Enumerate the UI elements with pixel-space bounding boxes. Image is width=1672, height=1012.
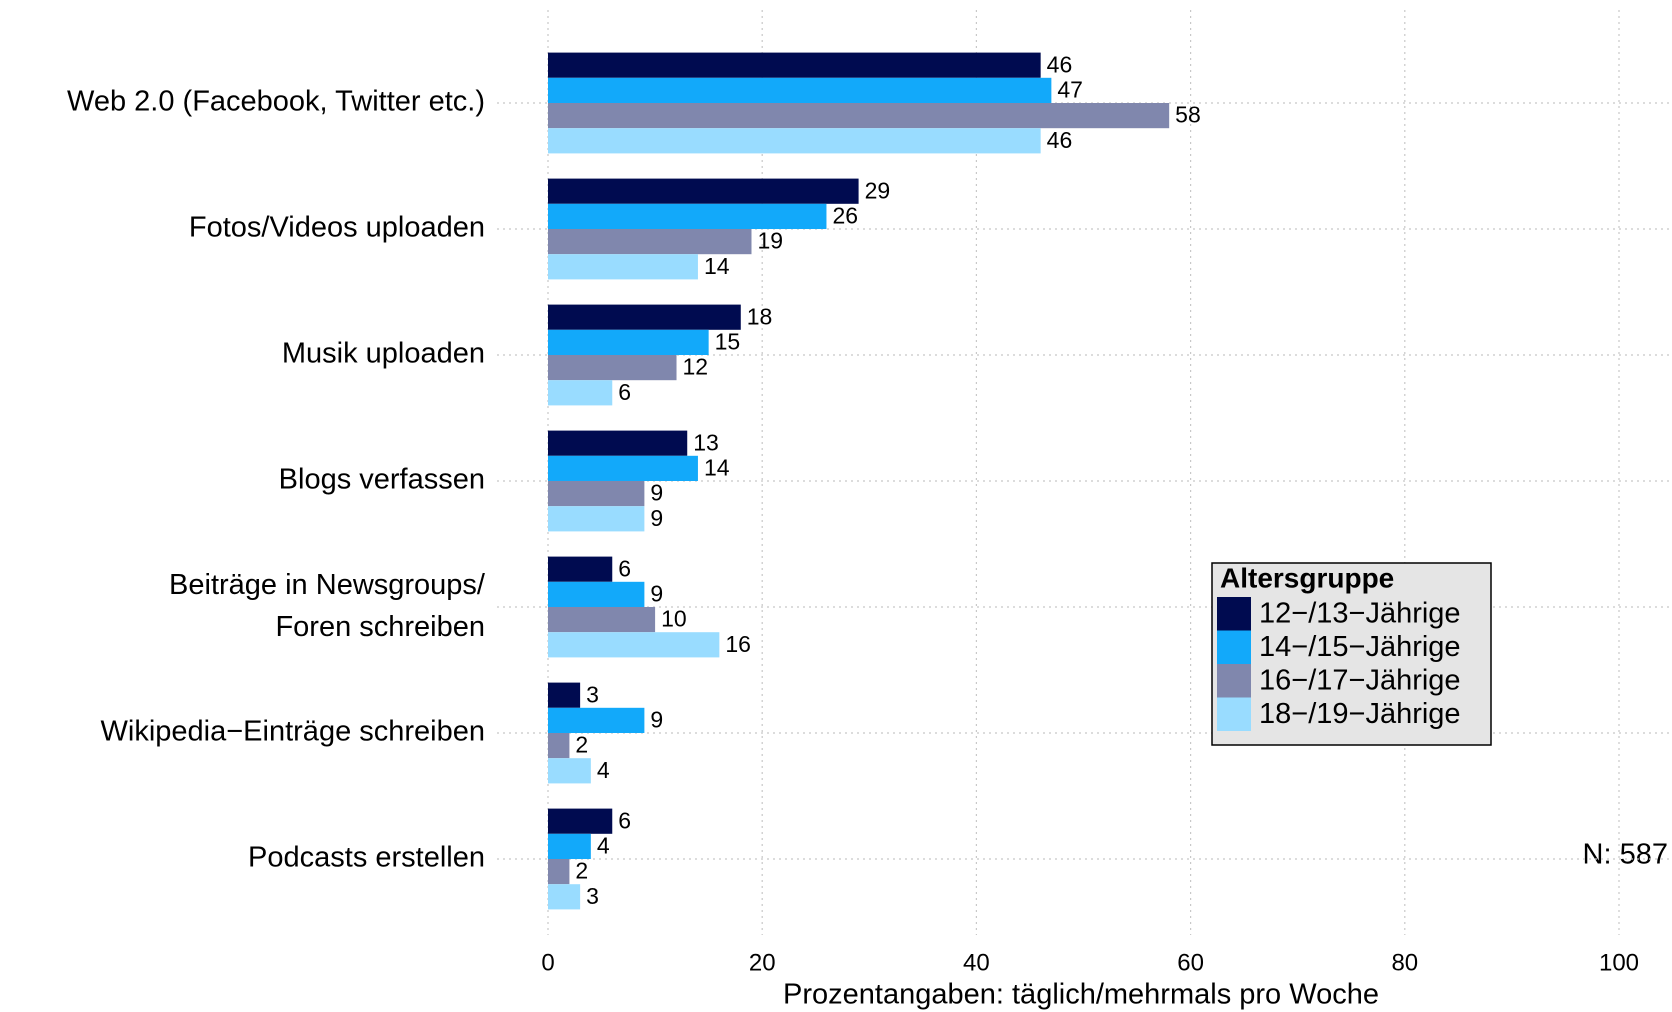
data-label: 46	[1047, 51, 1073, 77]
bar	[548, 178, 859, 204]
data-label: 3	[586, 883, 599, 909]
bar	[548, 859, 570, 885]
bar	[548, 380, 613, 406]
data-label: 14	[704, 253, 730, 279]
data-label: 10	[661, 606, 687, 632]
bar	[548, 52, 1041, 78]
data-label: 12	[683, 354, 709, 380]
legend-box	[1211, 562, 1492, 746]
bar	[548, 758, 591, 784]
data-label: 4	[597, 832, 610, 858]
legend-swatch	[1217, 664, 1251, 698]
data-label: 16	[725, 631, 751, 657]
bar	[548, 128, 1041, 154]
bar	[548, 77, 1052, 103]
data-label: 18	[747, 303, 773, 329]
data-label: 6	[618, 379, 631, 405]
data-label: 9	[650, 580, 663, 606]
bar	[548, 254, 698, 280]
legend-swatch	[1217, 630, 1251, 664]
legend-swatch	[1217, 597, 1251, 631]
x-tick-label: 40	[963, 949, 990, 976]
bar	[548, 682, 581, 708]
y-tick-label: Fotos/Videos uploaden	[189, 212, 485, 244]
data-label: 29	[865, 177, 891, 203]
y-tick-label: Beiträge in Newsgroups/Foren schreiben	[169, 569, 486, 643]
x-axis-label: Prozentangaben: täglich/mehrmals pro Woc…	[783, 979, 1379, 1011]
y-tick-label: Musik uploaden	[282, 338, 485, 370]
data-label: 58	[1175, 102, 1201, 128]
bar	[548, 632, 720, 658]
bar	[548, 581, 645, 607]
bar	[548, 481, 645, 507]
data-label: 6	[618, 807, 631, 833]
bar	[548, 607, 656, 633]
data-label: 2	[575, 858, 588, 884]
x-tick-label: 100	[1599, 949, 1639, 976]
bar	[548, 329, 709, 355]
data-label: 26	[832, 202, 858, 228]
x-tick-label: 20	[749, 949, 776, 976]
bar	[548, 556, 613, 582]
data-label: 3	[586, 681, 599, 707]
data-label: 15	[715, 328, 741, 354]
data-label: 9	[650, 706, 663, 732]
y-tick-label: Wikipedia−Einträge schreiben	[101, 716, 485, 748]
bar	[548, 808, 613, 834]
data-label: 2	[575, 732, 588, 758]
data-label: 46	[1047, 127, 1073, 153]
data-label: 4	[597, 757, 610, 783]
bar	[548, 304, 741, 330]
bar	[548, 833, 591, 859]
legend-label: 12−/13−Jährige	[1259, 597, 1461, 629]
legend-label: 16−/17−Jährige	[1259, 664, 1461, 696]
y-tick-label: Blogs verfassen	[279, 464, 485, 496]
legend-title: Altersgruppe	[1220, 562, 1394, 593]
bar	[548, 103, 1170, 129]
x-tick-label: 80	[1391, 949, 1418, 976]
bar	[548, 203, 827, 229]
legend-swatch	[1217, 697, 1251, 731]
y-tick-label: Web 2.0 (Facebook, Twitter etc.)	[67, 86, 485, 118]
bar	[548, 884, 581, 910]
data-label: 47	[1057, 76, 1083, 102]
bar	[548, 229, 752, 255]
x-tick-label: 0	[541, 949, 554, 976]
legend-label: 18−/19−Jährige	[1259, 698, 1461, 730]
data-label: 6	[618, 555, 631, 581]
data-label: 9	[650, 480, 663, 506]
y-tick-label: Podcasts erstellen	[248, 842, 485, 874]
bar	[548, 430, 688, 456]
data-label: 19	[757, 228, 783, 254]
data-label: 14	[704, 454, 730, 480]
bar	[548, 355, 677, 381]
annotation: N: 587	[1583, 839, 1668, 871]
data-label: 13	[693, 429, 719, 455]
bar	[548, 455, 698, 481]
bar	[548, 733, 570, 759]
legend-label: 14−/15−Jährige	[1259, 631, 1461, 663]
bar	[548, 707, 645, 733]
data-label: 9	[650, 505, 663, 531]
x-tick-label: 60	[1177, 949, 1204, 976]
bar	[548, 506, 645, 532]
